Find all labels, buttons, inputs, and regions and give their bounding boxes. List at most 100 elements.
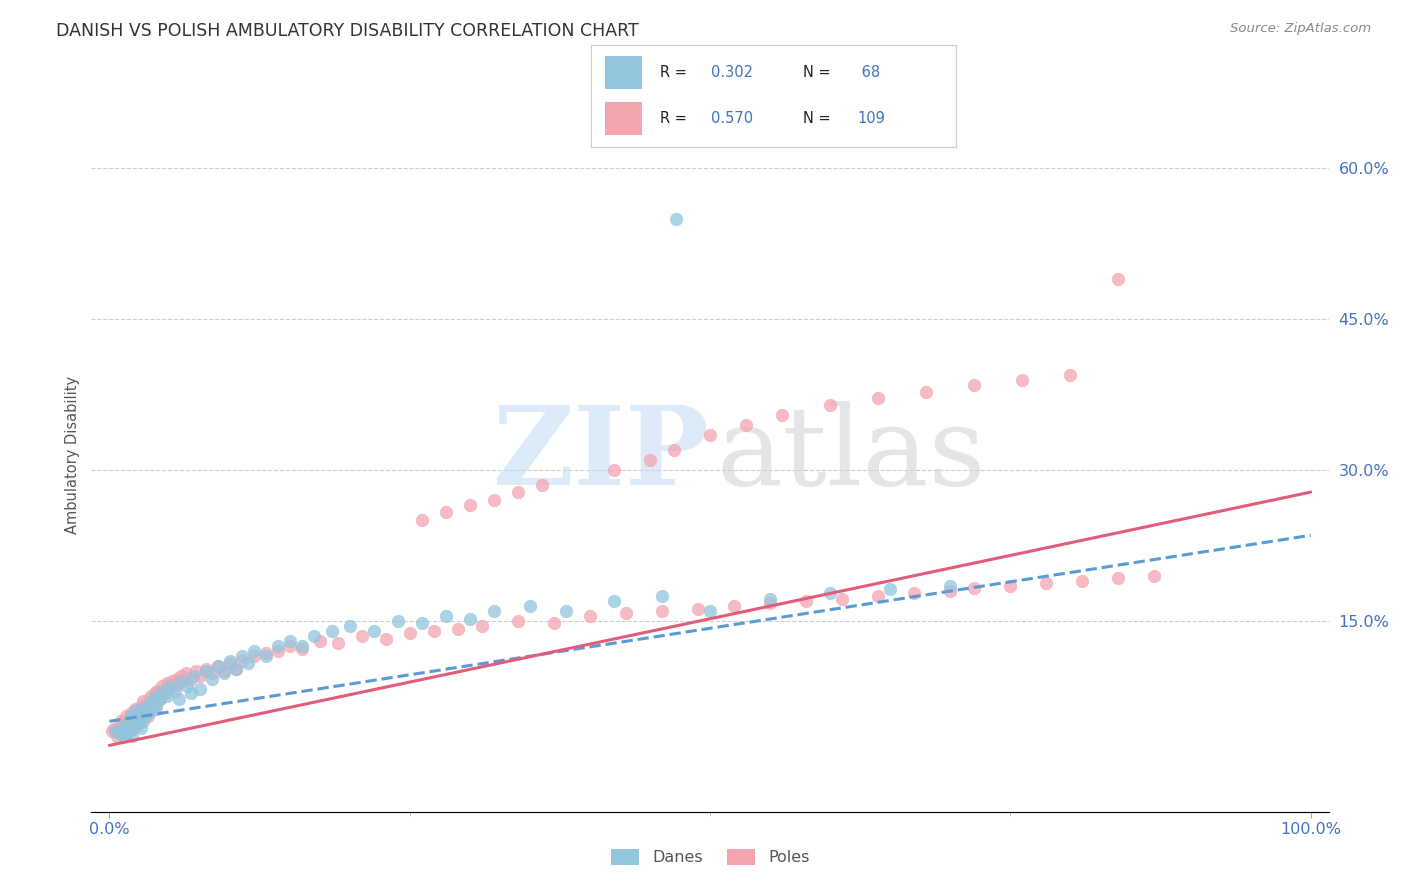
Point <box>207 659 229 673</box>
Point <box>326 636 349 650</box>
Point <box>1035 575 1057 590</box>
Point <box>411 615 433 630</box>
Point <box>142 699 165 714</box>
Point <box>167 676 190 690</box>
Point <box>939 578 962 592</box>
Point <box>903 585 925 599</box>
Text: DANISH VS POLISH AMBULATORY DISABILITY CORRELATION CHART: DANISH VS POLISH AMBULATORY DISABILITY C… <box>56 22 638 40</box>
Point <box>638 453 661 467</box>
Point <box>170 669 193 683</box>
Point <box>242 644 264 658</box>
Point <box>153 686 176 700</box>
Point <box>117 726 139 740</box>
Point <box>110 714 132 729</box>
Point <box>118 724 141 739</box>
Point <box>173 674 195 689</box>
Point <box>579 608 602 623</box>
Point <box>278 639 301 653</box>
Point <box>212 666 235 681</box>
Point <box>614 606 637 620</box>
Point <box>1059 368 1081 382</box>
Point <box>291 639 314 653</box>
Point <box>543 615 565 630</box>
Point <box>127 704 149 718</box>
Point <box>603 463 626 477</box>
Point <box>339 619 361 633</box>
Point <box>651 604 673 618</box>
Point <box>141 694 163 708</box>
Point <box>110 723 132 737</box>
Point <box>180 686 202 700</box>
Text: 109: 109 <box>858 111 886 126</box>
Point <box>735 417 758 432</box>
Point <box>1011 372 1033 386</box>
Point <box>207 659 229 673</box>
Point <box>194 662 217 676</box>
Point <box>159 682 181 697</box>
Point <box>165 684 187 698</box>
Point <box>194 664 217 678</box>
Point <box>139 704 162 718</box>
Point <box>374 632 396 646</box>
Point <box>482 493 505 508</box>
Point <box>1107 272 1129 286</box>
Text: 0.302: 0.302 <box>711 65 754 79</box>
Point <box>398 625 420 640</box>
Point <box>266 644 288 658</box>
Text: N =: N = <box>803 111 835 126</box>
Point <box>1000 578 1022 592</box>
Point <box>160 674 183 689</box>
Point <box>131 702 153 716</box>
Point <box>231 654 253 668</box>
Point <box>387 614 409 628</box>
Point <box>963 581 986 595</box>
Bar <box>605 102 641 135</box>
Point <box>125 712 148 726</box>
Bar <box>605 56 641 88</box>
Point <box>134 706 156 721</box>
Point <box>770 408 793 422</box>
Point <box>103 723 125 737</box>
Point <box>665 211 688 226</box>
Point <box>122 721 145 735</box>
Point <box>651 589 673 603</box>
Point <box>278 633 301 648</box>
Point <box>254 648 277 663</box>
Point <box>146 696 169 710</box>
Point <box>662 442 685 457</box>
Point <box>266 639 288 653</box>
Point <box>141 689 163 703</box>
Point <box>163 679 186 693</box>
Point <box>471 619 494 633</box>
Point <box>112 729 135 743</box>
Point <box>200 672 222 686</box>
Point <box>120 706 142 721</box>
Point <box>125 709 148 723</box>
Point <box>554 604 576 618</box>
Point <box>308 633 330 648</box>
Point <box>868 589 890 603</box>
Point <box>117 712 139 726</box>
Point <box>149 692 172 706</box>
Point <box>188 682 211 697</box>
Point <box>134 702 156 716</box>
Point <box>699 604 721 618</box>
Point <box>105 729 128 743</box>
Point <box>174 666 197 681</box>
Point <box>188 669 211 683</box>
Point <box>115 709 138 723</box>
Point <box>129 721 152 735</box>
Point <box>142 694 165 708</box>
Point <box>350 629 373 643</box>
Point <box>184 664 207 678</box>
Point <box>167 692 190 706</box>
Point <box>111 723 134 737</box>
Point <box>519 599 541 613</box>
Point <box>321 624 343 638</box>
Point <box>125 714 148 729</box>
Point <box>231 648 253 663</box>
Point <box>149 692 172 706</box>
Legend: Danes, Poles: Danes, Poles <box>605 842 815 871</box>
Point <box>200 666 222 681</box>
Point <box>135 696 157 710</box>
